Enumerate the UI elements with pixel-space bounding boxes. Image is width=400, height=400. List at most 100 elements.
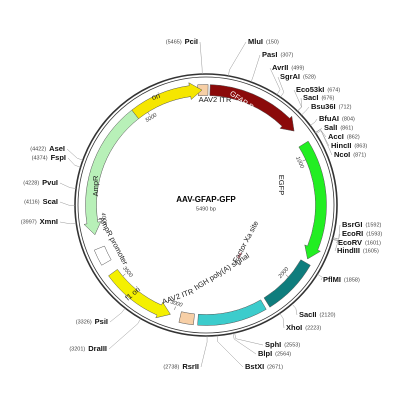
feature (209, 84, 295, 132)
tick-mark (122, 273, 126, 277)
enzyme-name: HindIII (337, 246, 360, 255)
feature (93, 245, 112, 266)
enzyme-name: AseI (49, 144, 65, 153)
enzyme-position: (1593) (366, 231, 382, 237)
enzyme-line (269, 67, 281, 95)
enzyme-line (108, 318, 141, 350)
tick-mark (302, 159, 306, 162)
tick-label: 5000 (145, 112, 159, 124)
plasmid-size: 5490 bp (196, 206, 216, 212)
enzyme-line (297, 97, 302, 112)
enzyme-position: (150) (266, 39, 279, 45)
enzyme-position: (2120) (320, 312, 336, 318)
feature-label: AmpR (91, 175, 100, 196)
enzyme-line (310, 118, 318, 126)
enzyme-name: ScaI (43, 197, 58, 206)
enzyme-line (234, 332, 264, 346)
tick-label: 4000 (100, 212, 108, 226)
enzyme-name: XmnI (40, 217, 58, 226)
enzyme-line (315, 129, 330, 147)
enzyme-position: (862) (347, 134, 360, 140)
enzyme-position: (676) (321, 95, 334, 101)
enzyme-position: (804) (342, 116, 355, 122)
enzyme-name: SgrAI (280, 72, 300, 81)
backbone-outer (74, 73, 338, 337)
enzyme-position: (1601) (365, 240, 381, 246)
enzyme-name: XhoI (286, 323, 302, 332)
enzyme-line (317, 273, 323, 281)
enzyme-name: SacII (299, 310, 317, 319)
enzyme-name: SphI (265, 340, 281, 349)
feature (197, 299, 267, 326)
enzyme-line (59, 221, 77, 225)
enzyme-position: (1858) (344, 277, 360, 283)
backbone-inner (77, 76, 335, 334)
enzyme-name: EcoRV (338, 238, 362, 247)
enzyme-name: BstXI (245, 362, 264, 371)
enzyme-position: (3201) (69, 346, 85, 352)
enzyme-name: PciI (185, 37, 198, 46)
enzyme-line (67, 157, 81, 168)
feature (178, 311, 195, 326)
enzyme-line (332, 239, 339, 252)
enzyme-position: (307) (280, 52, 293, 58)
tick-label: 1000 (294, 156, 305, 170)
enzyme-name: BfuAI (319, 114, 339, 123)
feature (108, 269, 171, 319)
enzyme-name: BlpI (258, 349, 272, 358)
enzyme-line (59, 201, 76, 206)
enzyme-line (66, 148, 83, 161)
enzyme-name: DraIII (88, 344, 107, 353)
enzyme-name: PsiI (95, 317, 108, 326)
enzyme-position: (3326) (76, 319, 92, 325)
enzyme-name: SalI (324, 123, 337, 132)
enzyme-line (199, 41, 203, 75)
enzyme-position: (1605) (363, 248, 379, 254)
enzyme-position: (712) (339, 104, 352, 110)
enzyme-line (216, 335, 244, 368)
tick-mark (174, 306, 176, 310)
enzyme-name: BsrGI (342, 220, 362, 229)
enzyme-position: (528) (303, 74, 316, 80)
enzyme-name: AccI (328, 132, 344, 141)
enzyme-line (200, 335, 208, 368)
enzyme-line (332, 233, 341, 240)
enzyme-line (228, 41, 247, 76)
enzyme-name: HincII (331, 141, 351, 150)
enzyme-position: (674) (327, 87, 340, 93)
enzyme-name: Eco53kI (296, 85, 324, 94)
feature (83, 109, 139, 236)
enzyme-name: SacI (303, 93, 318, 102)
enzyme-position: (4116) (24, 199, 40, 205)
enzyme-line (277, 76, 285, 98)
enzyme-position: (2564) (275, 351, 291, 357)
enzyme-position: (1592) (365, 222, 381, 228)
enzyme-name: FspI (51, 153, 66, 162)
enzyme-line (301, 106, 310, 116)
enzyme-position: (871) (353, 152, 366, 158)
enzyme-line (291, 303, 298, 316)
enzyme-name: Bsu36I (311, 102, 336, 111)
feature (131, 82, 203, 120)
enzyme-name: AvrII (272, 63, 288, 72)
enzyme-position: (2553) (284, 342, 300, 348)
tick-label: 3000 (170, 299, 184, 309)
enzyme-position: (2738) (163, 364, 179, 370)
feature (263, 259, 311, 308)
feature (197, 84, 209, 97)
enzyme-name: PasI (262, 50, 277, 59)
enzyme-position: (2671) (267, 364, 283, 370)
enzyme-line (315, 130, 333, 156)
enzyme-position: (499) (291, 65, 304, 71)
enzyme-position: (4228) (23, 180, 39, 186)
enzyme-position: (4422) (30, 146, 46, 152)
enzyme-line (109, 307, 126, 323)
plasmid-name: AAV-GFAP-GFP (176, 195, 236, 204)
enzyme-line (232, 333, 257, 355)
feature-label: ori (150, 91, 161, 102)
enzyme-line (250, 54, 261, 83)
enzyme-name: RsrII (182, 362, 199, 371)
feature-label: EGFP (277, 175, 286, 195)
enzyme-name: MluI (248, 37, 263, 46)
